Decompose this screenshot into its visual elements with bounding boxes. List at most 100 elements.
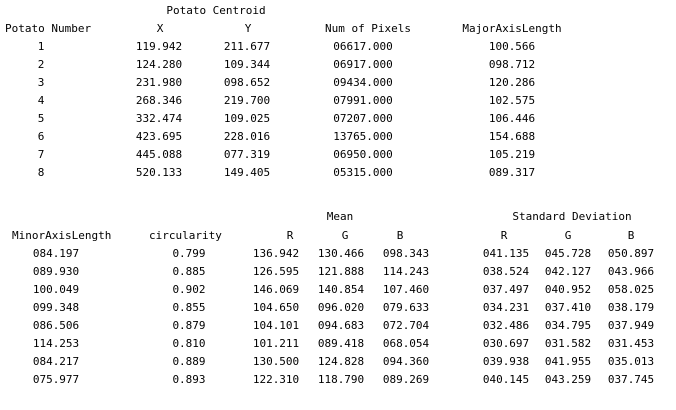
potato-number-cell: 7	[37, 148, 45, 161]
col-header-std-g: G	[564, 229, 572, 242]
centroid-y-cell: 228.016	[223, 130, 271, 143]
std-g-cell: 041.955	[544, 355, 592, 368]
std-b-cell: 037.949	[607, 319, 655, 332]
centroid-y-cell: 211.677	[223, 40, 271, 53]
mean-g-cell: 118.790	[317, 373, 365, 386]
mean-g-cell: 096.020	[317, 301, 365, 314]
std-b-cell: 031.453	[607, 337, 655, 350]
circularity-cell: 0.885	[172, 265, 206, 278]
major-axis-length-cell: 105.219	[488, 148, 536, 161]
mean-r-cell: 136.942	[252, 247, 300, 260]
potato-number-cell: 8	[37, 166, 45, 179]
std-b-cell: 037.745	[607, 373, 655, 386]
centroid-y-cell: 109.344	[223, 58, 271, 71]
col-header-mean-r: R	[286, 229, 294, 242]
centroid-y-cell: 098.652	[223, 76, 271, 89]
std-g-cell: 037.410	[544, 301, 592, 314]
col-header-x: X	[156, 22, 164, 35]
mean-r-cell: 146.069	[252, 283, 300, 296]
major-axis-length-cell: 089.317	[488, 166, 536, 179]
mean-r-cell: 101.211	[252, 337, 300, 350]
potato-centroid-group-header: Potato Centroid	[166, 4, 266, 17]
mean-b-cell: 107.460	[382, 283, 430, 296]
minor-axis-length-cell: 114.253	[32, 337, 80, 350]
circularity-cell: 0.799	[172, 247, 206, 260]
centroid-x-cell: 520.133	[135, 166, 183, 179]
major-axis-length-cell: 154.688	[488, 130, 536, 143]
centroid-x-cell: 332.474	[135, 112, 183, 125]
mean-b-cell: 098.343	[382, 247, 430, 260]
mean-r-cell: 122.310	[252, 373, 300, 386]
std-r-cell: 034.231	[482, 301, 530, 314]
std-r-cell: 041.135	[482, 247, 530, 260]
minor-axis-length-cell: 089.930	[32, 265, 80, 278]
centroid-x-cell: 231.980	[135, 76, 183, 89]
potato-number-cell: 5	[37, 112, 45, 125]
circularity-cell: 0.810	[172, 337, 206, 350]
mean-g-cell: 130.466	[317, 247, 365, 260]
centroid-y-cell: 149.405	[223, 166, 271, 179]
num-pixels-cell: 09434.000	[333, 76, 393, 89]
mean-b-cell: 094.360	[382, 355, 430, 368]
std-r-cell: 037.497	[482, 283, 530, 296]
circularity-cell: 0.889	[172, 355, 206, 368]
centroid-x-cell: 268.346	[135, 94, 183, 107]
circularity-cell: 0.879	[172, 319, 206, 332]
col-header-circularity: circularity	[149, 229, 222, 242]
mean-r-cell: 130.500	[252, 355, 300, 368]
mean-b-cell: 079.633	[382, 301, 430, 314]
mean-b-cell: 072.704	[382, 319, 430, 332]
col-header-mean-b: B	[396, 229, 404, 242]
centroid-x-cell: 124.280	[135, 58, 183, 71]
std-b-cell: 035.013	[607, 355, 655, 368]
num-pixels-cell: 06950.000	[333, 148, 393, 161]
centroid-y-cell: 077.319	[223, 148, 271, 161]
major-axis-length-cell: 102.575	[488, 94, 536, 107]
std-g-cell: 045.728	[544, 247, 592, 260]
num-pixels-cell: 06917.000	[333, 58, 393, 71]
major-axis-length-cell: 098.712	[488, 58, 536, 71]
std-r-cell: 038.524	[482, 265, 530, 278]
mean-g-cell: 140.854	[317, 283, 365, 296]
centroid-y-cell: 109.025	[223, 112, 271, 125]
std-r-cell: 032.486	[482, 319, 530, 332]
col-header-std-b: B	[627, 229, 635, 242]
minor-axis-length-cell: 100.049	[32, 283, 80, 296]
potato-number-cell: 1	[37, 40, 45, 53]
potato-number-cell: 2	[37, 58, 45, 71]
centroid-x-cell: 445.088	[135, 148, 183, 161]
minor-axis-length-cell: 086.506	[32, 319, 80, 332]
minor-axis-length-cell: 099.348	[32, 301, 80, 314]
num-pixels-cell: 13765.000	[333, 130, 393, 143]
mean-g-cell: 121.888	[317, 265, 365, 278]
circularity-cell: 0.902	[172, 283, 206, 296]
minor-axis-length-cell: 075.977	[32, 373, 80, 386]
std-g-cell: 040.952	[544, 283, 592, 296]
std-b-cell: 038.179	[607, 301, 655, 314]
potato-number-cell: 3	[37, 76, 45, 89]
num-pixels-cell: 07207.000	[333, 112, 393, 125]
mean-b-cell: 068.054	[382, 337, 430, 350]
minor-axis-length-cell: 084.197	[32, 247, 80, 260]
mean-r-cell: 104.650	[252, 301, 300, 314]
col-header-mean-g: G	[341, 229, 349, 242]
circularity-cell: 0.855	[172, 301, 206, 314]
std-g-cell: 031.582	[544, 337, 592, 350]
centroid-x-cell: 119.942	[135, 40, 183, 53]
mean-b-cell: 114.243	[382, 265, 430, 278]
mean-group-header: Mean	[326, 210, 354, 223]
col-header-y: Y	[244, 22, 252, 35]
potato-number-cell: 4	[37, 94, 45, 107]
potato-number-cell: 6	[37, 130, 45, 143]
col-header-num-pixels: Num of Pixels	[324, 22, 412, 35]
mean-r-cell: 126.595	[252, 265, 300, 278]
col-header-potato-number: Potato Number	[5, 22, 92, 35]
col-header-std-r: R	[500, 229, 508, 242]
std-g-cell: 034.795	[544, 319, 592, 332]
mean-g-cell: 089.418	[317, 337, 365, 350]
major-axis-length-cell: 106.446	[488, 112, 536, 125]
std-g-cell: 043.259	[544, 373, 592, 386]
num-pixels-cell: 06617.000	[333, 40, 393, 53]
std-b-cell: 058.025	[607, 283, 655, 296]
